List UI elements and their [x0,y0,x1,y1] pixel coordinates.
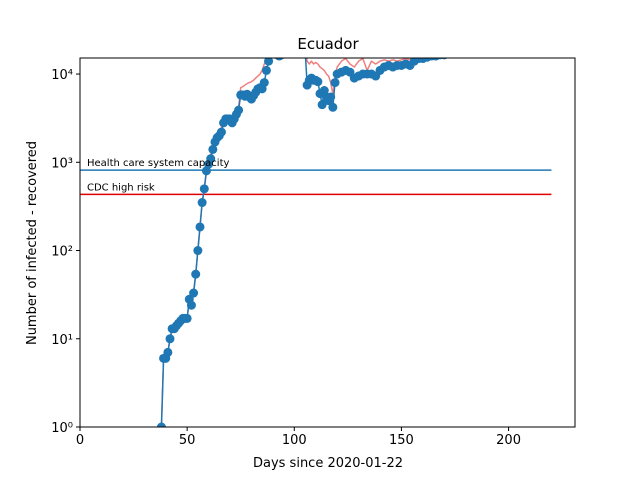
data-point [261,65,271,75]
y-tick-label: 10² [51,245,73,260]
data-point [189,288,199,298]
data-point [197,198,207,208]
x-tick-label: 200 [496,433,521,448]
data-point [195,222,205,232]
data-point [216,127,226,137]
data-point [165,334,175,344]
x-tick-label: 50 [179,433,196,448]
data-point [193,246,203,256]
y-tick-label: 10⁰ [51,421,73,436]
data-point [234,105,244,115]
x-tick-label: 100 [282,433,307,448]
data-point [264,58,274,66]
x-tick-label: 150 [389,433,414,448]
y-tick-label: 10¹ [51,333,73,348]
y-tick-label: 10³ [51,156,73,171]
data-point [156,422,166,427]
data-point [326,92,336,102]
y-axis-label: Number of infected - recovered [25,141,40,345]
data-point [191,269,201,279]
reference-label: Health care system capacity [87,158,229,169]
data-point [186,300,196,310]
data-point [182,313,192,323]
data-point [259,78,269,88]
data-point [163,347,173,357]
y-tick-label: 10⁴ [51,68,73,83]
reference-label: CDC high risk [87,182,155,193]
data-point [199,184,209,194]
data-point [328,102,338,112]
x-tick-label: 0 [76,433,84,448]
data-point [313,77,323,87]
plot-area [80,58,552,427]
data-point [208,144,218,154]
chart-title: Ecuador [297,35,359,53]
data-point [330,78,340,88]
x-axis-label: Days since 2020-01-22 [253,456,403,471]
axes-frame [79,57,576,428]
data-point [206,154,216,164]
data-point [317,100,327,110]
